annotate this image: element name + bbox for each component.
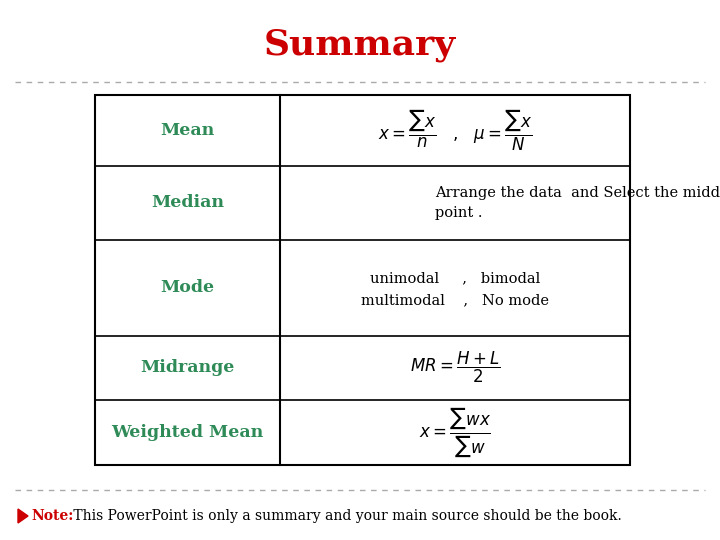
- Text: multimodal    ,   No mode: multimodal , No mode: [361, 294, 549, 308]
- Text: $MR = \dfrac{H + L}{2}$: $MR = \dfrac{H + L}{2}$: [410, 350, 500, 386]
- Text: Mode: Mode: [161, 279, 215, 296]
- Bar: [95, 95, 630, 465]
- Text: unimodal     ,   bimodal: unimodal , bimodal: [370, 272, 540, 286]
- Text: Midrange: Midrange: [140, 360, 235, 376]
- Text: Median: Median: [151, 194, 224, 212]
- Text: $x = \dfrac{\sum x}{n}$   ,   $\mu = \dfrac{\sum x}{N}$: $x = \dfrac{\sum x}{n}$ , $\mu = \dfrac{…: [378, 108, 532, 153]
- Text: Mean: Mean: [161, 122, 215, 139]
- Text: Arrange the data  and Select the middle
point .: Arrange the data and Select the middle p…: [435, 186, 720, 220]
- Text: Summary: Summary: [264, 28, 456, 62]
- Polygon shape: [18, 509, 28, 523]
- Text: This PowerPoint is only a summary and your main source should be the book.: This PowerPoint is only a summary and yo…: [69, 509, 622, 523]
- Text: $x = \dfrac{\sum wx}{\sum w}$: $x = \dfrac{\sum wx}{\sum w}$: [419, 406, 491, 460]
- Text: Weighted Mean: Weighted Mean: [112, 424, 264, 441]
- Text: Note:: Note:: [31, 509, 73, 523]
